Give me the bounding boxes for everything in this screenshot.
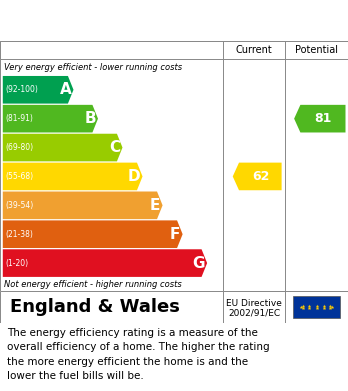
Polygon shape bbox=[3, 134, 122, 161]
Polygon shape bbox=[3, 76, 73, 104]
Text: F: F bbox=[170, 227, 180, 242]
Text: 62: 62 bbox=[252, 170, 269, 183]
Bar bbox=[0, 41, 348, 59]
Text: EU Directive: EU Directive bbox=[226, 299, 282, 308]
Text: Potential: Potential bbox=[295, 45, 338, 55]
Text: (39-54): (39-54) bbox=[6, 201, 34, 210]
Text: (69-80): (69-80) bbox=[6, 143, 34, 152]
Polygon shape bbox=[3, 163, 143, 190]
Text: 81: 81 bbox=[315, 112, 332, 125]
Text: Not energy efficient - higher running costs: Not energy efficient - higher running co… bbox=[4, 280, 182, 289]
Bar bbox=[293, 296, 340, 318]
Text: (81-91): (81-91) bbox=[6, 114, 33, 123]
Text: A: A bbox=[60, 82, 71, 97]
Text: (1-20): (1-20) bbox=[6, 258, 29, 267]
Polygon shape bbox=[3, 105, 98, 133]
Text: Energy Efficiency Rating: Energy Efficiency Rating bbox=[60, 11, 288, 30]
Text: G: G bbox=[192, 256, 205, 271]
Bar bbox=[223, 291, 348, 323]
Text: C: C bbox=[109, 140, 120, 155]
Polygon shape bbox=[233, 163, 282, 190]
Text: (21-38): (21-38) bbox=[6, 230, 33, 239]
Polygon shape bbox=[3, 221, 183, 248]
Text: Very energy efficient - lower running costs: Very energy efficient - lower running co… bbox=[4, 63, 182, 72]
Text: 2002/91/EC: 2002/91/EC bbox=[228, 308, 280, 318]
Text: England & Wales: England & Wales bbox=[10, 298, 180, 316]
Text: E: E bbox=[150, 198, 160, 213]
Text: B: B bbox=[84, 111, 96, 126]
Polygon shape bbox=[294, 105, 346, 133]
Text: D: D bbox=[128, 169, 140, 184]
Text: (92-100): (92-100) bbox=[6, 85, 38, 94]
Polygon shape bbox=[3, 249, 207, 277]
Polygon shape bbox=[3, 192, 163, 219]
Text: The energy efficiency rating is a measure of the
overall efficiency of a home. T: The energy efficiency rating is a measur… bbox=[7, 328, 270, 381]
Text: Current: Current bbox=[236, 45, 272, 55]
Text: (55-68): (55-68) bbox=[6, 172, 34, 181]
